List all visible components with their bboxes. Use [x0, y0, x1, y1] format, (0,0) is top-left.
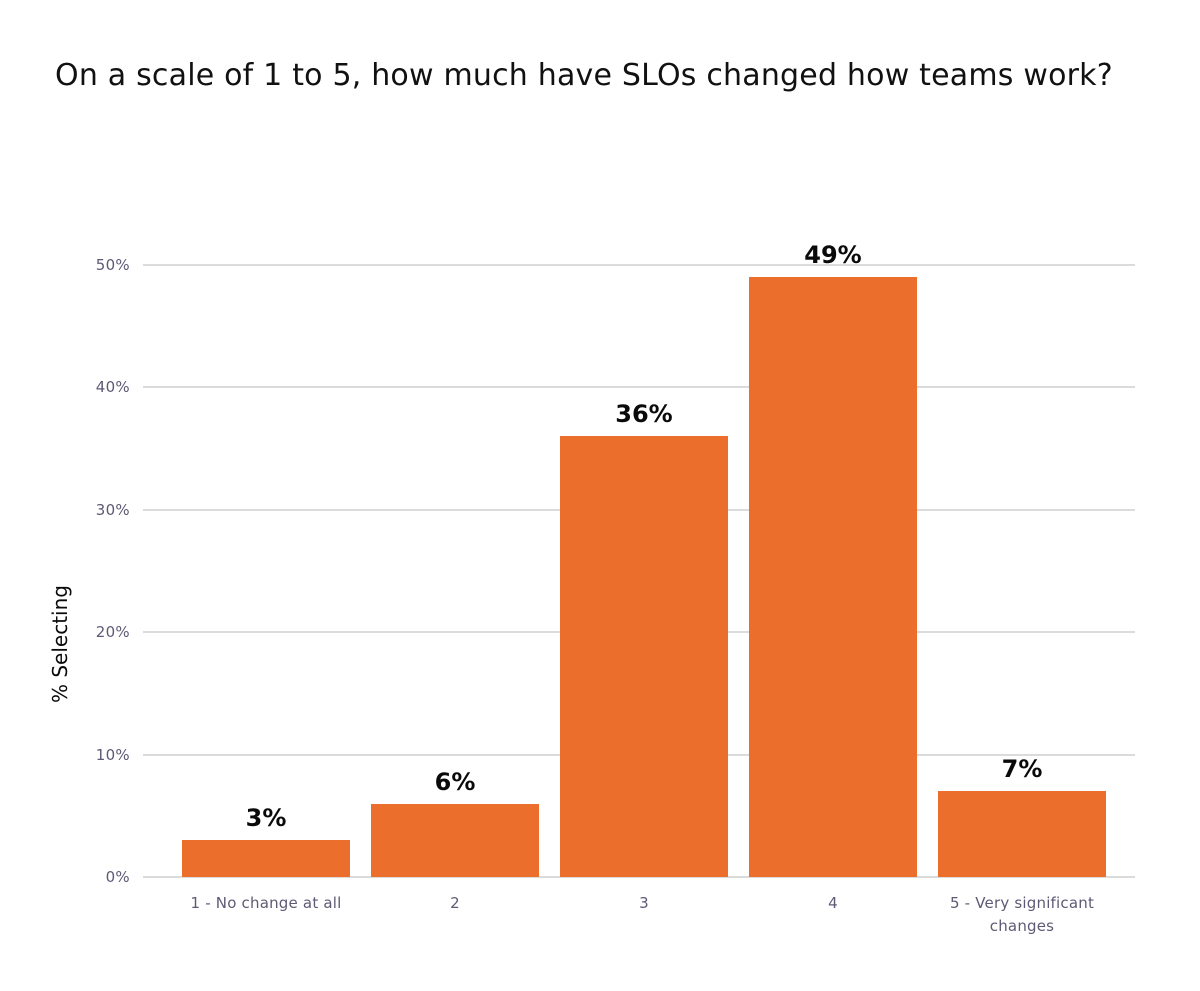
y-tick-label: 30% [95, 500, 130, 519]
y-tick-label: 20% [95, 623, 130, 641]
y-tick-label: 40% [95, 378, 130, 396]
gridline [143, 876, 1135, 878]
gridline [143, 263, 1135, 266]
x-tick-label: 1 - No change at all [190, 894, 342, 912]
chart-title: On a scale of 1 to 5, how much have SLOs… [55, 58, 1113, 93]
bar [938, 791, 1106, 877]
y-tick-label: 10% [95, 745, 130, 764]
bar-value-label: 49% [804, 240, 862, 269]
x-tick-label: 3 [639, 894, 649, 912]
bar [182, 840, 350, 877]
bar-value-label: 7% [1001, 755, 1043, 784]
bar-value-label: 36% [615, 400, 673, 428]
x-tick-label: 5 - Very significant changes [949, 894, 1095, 936]
bar-value-label: 6% [434, 767, 476, 796]
y-tick-label: 0% [105, 868, 130, 886]
y-axis-title: % Selecting [48, 585, 72, 703]
plot-area: 0% 10% 20% 30% 40% 50% 3% 1 - No change at all 6… [96, 240, 1135, 935]
x-tick-label: 4 [828, 894, 838, 912]
y-tick-label: 50% [95, 255, 130, 274]
bar [371, 803, 539, 877]
x-tick-label: 2 [450, 894, 460, 912]
gridline [143, 386, 1135, 388]
bar [560, 436, 728, 877]
bar-value-label: 3% [245, 804, 287, 833]
bar [749, 276, 917, 877]
